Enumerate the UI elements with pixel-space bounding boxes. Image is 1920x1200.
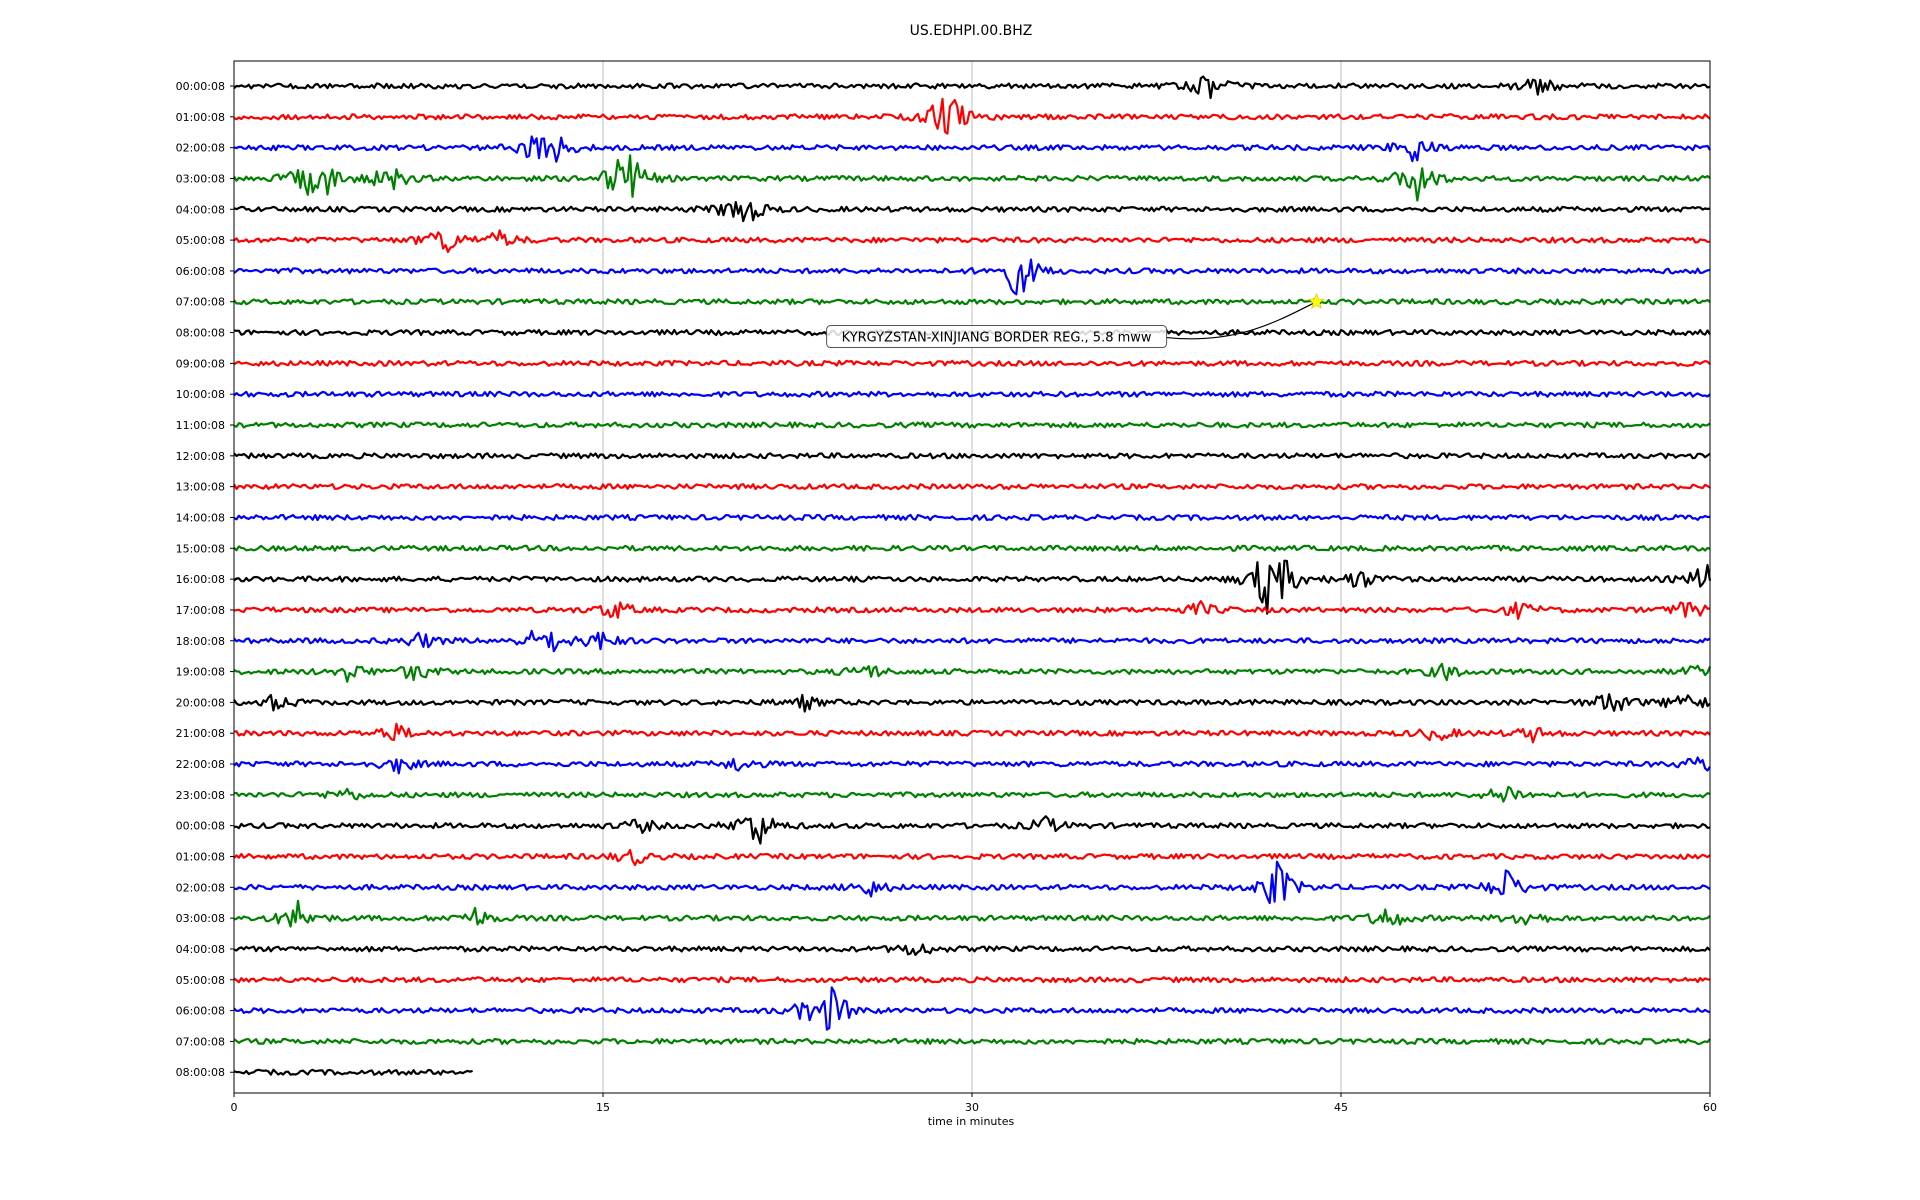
trace-row [233,600,1711,620]
x-tick-label: 30 [965,1101,979,1114]
trace-row [233,629,1711,653]
trace-row [233,483,1711,491]
x-gridlines [602,61,1342,1093]
trace-row [233,1068,473,1076]
row-time-label: 17:00:08 [176,604,225,617]
row-time-label: 09:00:08 [176,357,225,370]
row-time-label: 03:00:08 [176,912,225,925]
trace-row [233,662,1712,683]
row-time-label: 19:00:08 [176,666,225,679]
trace-row [233,154,1711,202]
row-time-label: 00:00:08 [176,820,225,833]
row-time-label: 15:00:08 [176,542,225,555]
trace-row [233,943,1711,957]
row-time-label: 12:00:08 [176,450,225,463]
row-time-label: 01:00:08 [176,111,225,124]
trace-row [233,899,1711,928]
row-time-label: 00:00:08 [176,80,225,93]
row-time-label: 02:00:08 [176,142,225,155]
x-tick-label: 60 [1703,1101,1717,1114]
row-time-label: 14:00:08 [176,511,225,524]
row-time-label: 07:00:08 [176,296,225,309]
row-time-label: 20:00:08 [176,696,225,709]
trace-row [233,298,1711,306]
trace-row [233,452,1711,460]
row-time-label: 04:00:08 [176,203,225,216]
row-time-label: 13:00:08 [176,481,225,494]
trace-row [233,75,1711,100]
traces [233,75,1712,1076]
trace-row [233,785,1711,803]
trace-row [233,359,1711,367]
row-time-label: 08:00:08 [176,327,225,340]
trace-row [233,201,1711,223]
x-tick-label: 0 [231,1101,238,1114]
row-time-label: 22:00:08 [176,758,225,771]
row-time-label: 01:00:08 [176,851,225,864]
row-time-label: 11:00:08 [176,419,225,432]
trace-row [233,559,1712,615]
row-time-label: 07:00:08 [176,1035,225,1048]
trace-row [233,860,1711,905]
row-time-label: 05:00:08 [176,974,225,987]
annotation-connector [1166,301,1317,340]
x-tick-labels: 0 15 30 45 60 [231,1093,1717,1114]
annotation-label: KYRGYZSTAN-XINJIANG BORDER REG., 5.8 mww [842,331,1152,346]
trace-row [233,848,1711,867]
row-time-label: 03:00:08 [176,172,225,185]
row-time-label: 16:00:08 [176,573,225,586]
trace-row [233,97,1711,135]
chart-title: US.EDHPI.00.BHZ [910,23,1033,39]
row-time-label: 23:00:08 [176,789,225,802]
row-time-label: 02:00:08 [176,881,225,894]
x-tick-label: 15 [596,1101,610,1114]
trace-row [233,421,1711,429]
annotation-box [826,325,1168,349]
row-time-label: 06:00:08 [176,265,225,278]
row-time-label: 18:00:08 [176,635,225,648]
trace-row [233,513,1711,522]
event-star-marker [1307,292,1325,309]
trace-row [233,258,1711,296]
trace-row [233,815,1711,845]
trace-row [233,986,1711,1031]
trace-row [233,976,1711,984]
row-time-label: 10:00:08 [176,388,225,401]
row-time-label: 05:00:08 [176,234,225,247]
x-tick-label: 45 [1334,1101,1348,1114]
trace-row [233,756,1711,775]
row-time-label: 04:00:08 [176,943,225,956]
x-axis-label: time in minutes [928,1115,1015,1128]
trace-row [233,135,1711,163]
row-time-label: 06:00:08 [176,1005,225,1018]
row-time-label: 21:00:08 [176,727,225,740]
event-annotation: KYRGYZSTAN-XINJIANG BORDER REG., 5.8 mww [826,292,1325,349]
trace-row [233,693,1711,713]
trace-row [233,1037,1711,1046]
trace-row [233,544,1711,552]
trace-row [233,722,1711,744]
trace-row [233,229,1710,254]
row-time-label: 08:00:08 [176,1066,225,1079]
trace-row [233,390,1711,398]
y-tick-labels: 00:00:08 01:00:08 02:00:08 03:00:08 04:00:08… [176,80,234,1079]
